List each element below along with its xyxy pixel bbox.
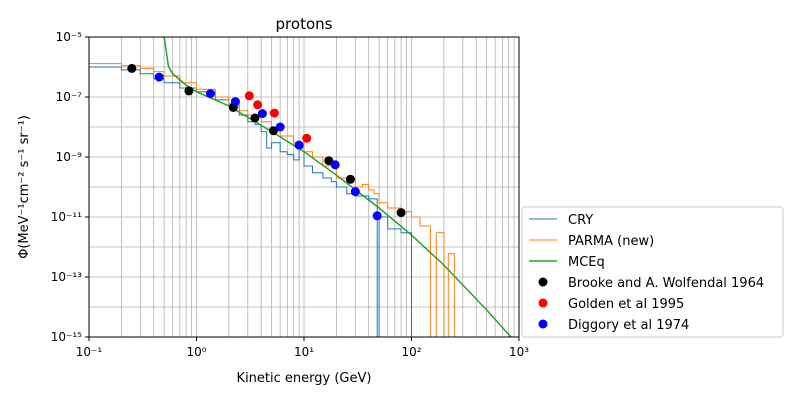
legend-label: MCEq xyxy=(568,255,605,270)
data-point xyxy=(250,113,260,123)
legend-label: PARMA (new) xyxy=(568,234,654,249)
data-point xyxy=(396,208,406,218)
legend-label: Golden et al 1995 xyxy=(568,297,684,312)
data-point xyxy=(127,63,137,73)
y-tick-label: 10⁻¹¹ xyxy=(51,210,82,224)
y-tick-label: 10⁻¹⁵ xyxy=(51,330,82,344)
legend-box xyxy=(521,206,784,338)
data-point xyxy=(244,91,254,101)
data-point xyxy=(302,133,312,143)
data-point xyxy=(294,140,304,150)
data-point xyxy=(275,122,285,132)
data-point xyxy=(269,108,279,118)
legend-label: Brooke and A. Wolfendal 1964 xyxy=(568,276,764,291)
y-tick-label: 10⁻¹³ xyxy=(51,270,82,284)
y-axis-label: Φ(MeV⁻¹cm⁻² s⁻¹ sr⁻¹) xyxy=(17,115,32,259)
x-tick-label: 10⁻¹ xyxy=(76,345,103,359)
x-tick-label: 10¹ xyxy=(294,345,314,359)
data-point xyxy=(345,174,355,184)
legend-label: CRY xyxy=(568,213,593,228)
y-tick-label: 10⁻⁵ xyxy=(56,30,83,44)
x-tick-label: 10³ xyxy=(509,345,529,359)
chart-title: protons xyxy=(276,15,333,33)
y-tick-label: 10⁻⁹ xyxy=(56,150,83,164)
legend-marker xyxy=(538,298,548,308)
data-point xyxy=(253,100,263,110)
data-point xyxy=(269,126,278,136)
data-point xyxy=(184,86,194,96)
legend-marker xyxy=(538,319,548,329)
data-point xyxy=(330,160,340,170)
axes: 10⁻¹ 10⁰ 10¹ 10² 10³ 10⁻¹⁵ 10⁻¹³ 10⁻¹¹ 10⁻⁹ 10⁻⁷ 1… xyxy=(51,30,529,359)
y-tick-label: 10⁻⁷ xyxy=(56,90,83,104)
data-point xyxy=(154,72,164,82)
legend-marker xyxy=(538,277,548,287)
data-point xyxy=(372,211,382,221)
series-line-mceq xyxy=(163,37,512,337)
legend: CRY PARMA (new) MCEq Brooke and A. Wolfenda… xyxy=(521,206,784,338)
x-tick-label: 10⁰ xyxy=(186,345,206,359)
data-point xyxy=(230,97,240,107)
data-point xyxy=(257,109,267,119)
data-point xyxy=(324,156,334,166)
data-point xyxy=(350,187,360,197)
x-axis-label: Kinetic energy (GeV) xyxy=(237,371,372,386)
markers-group xyxy=(127,63,406,221)
series-line-parma-new- xyxy=(89,63,519,337)
legend-label: Diggory et al 1974 xyxy=(568,318,689,333)
data-point xyxy=(206,89,215,99)
x-tick-label: 10² xyxy=(401,345,421,359)
